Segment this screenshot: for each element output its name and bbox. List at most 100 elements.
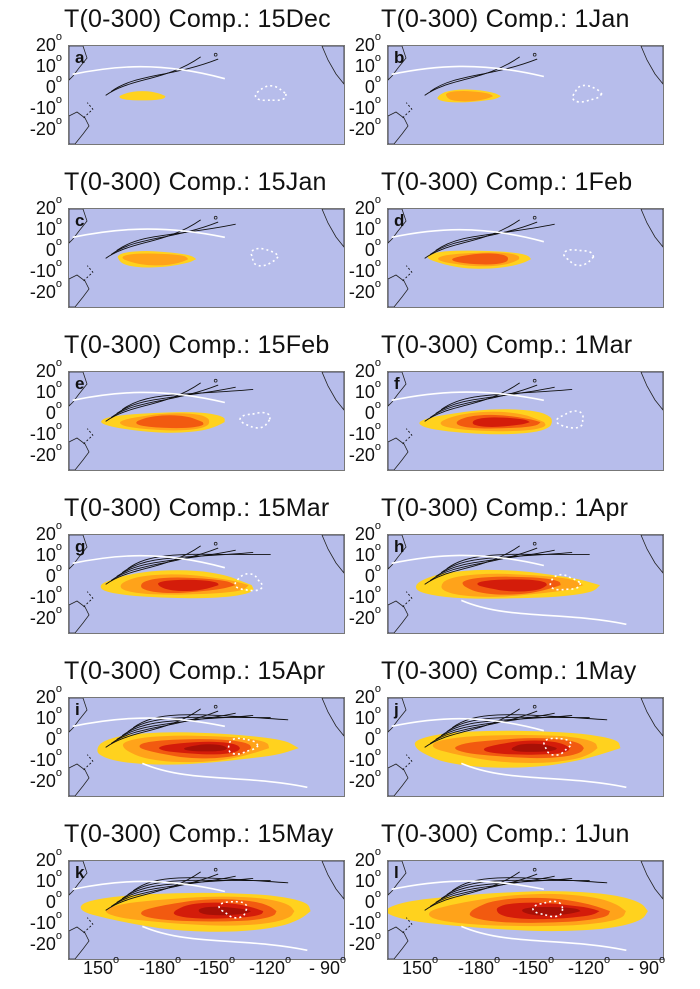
- degree-symbol: o: [229, 954, 236, 966]
- panel-letter: c: [75, 211, 85, 230]
- y-tick-label: -20o: [348, 278, 381, 302]
- degree-symbol: o: [55, 909, 62, 921]
- white-contours: [391, 391, 584, 429]
- x-tick-label: 150o: [402, 954, 439, 978]
- y-tick-label: 0o: [45, 562, 62, 586]
- degree-symbol: o: [55, 94, 62, 106]
- y-tick-label: -10o: [29, 420, 62, 444]
- panel-title: T(0-300) Comp.: 15Apr: [64, 657, 326, 685]
- black-contours: [402, 708, 608, 771]
- y-tick-label: -10o: [29, 94, 62, 118]
- degree-symbol: o: [340, 954, 347, 966]
- map-plot: h: [387, 534, 664, 634]
- y-tick-label: -10o: [29, 583, 62, 607]
- land-outline: [388, 209, 663, 307]
- degree-symbol: o: [548, 954, 555, 966]
- panel-letter: j: [394, 700, 399, 719]
- anomaly-contour-fill: [445, 90, 493, 102]
- panel-letter: k: [75, 863, 85, 882]
- y-tick-label: -10o: [348, 583, 381, 607]
- degree-symbol: o: [55, 767, 62, 779]
- degree-symbol: o: [55, 725, 62, 737]
- y-tick-label: -20o: [29, 278, 62, 302]
- degree-symbol: o: [432, 954, 439, 966]
- degree-symbol: o: [55, 73, 62, 85]
- white-contours: [391, 228, 595, 267]
- y-tick-label: -10o: [29, 909, 62, 933]
- degree-symbol: o: [55, 52, 62, 64]
- degree-symbol: o: [374, 683, 381, 695]
- y-tick-label: -10o: [29, 257, 62, 281]
- degree-symbol: o: [55, 194, 62, 206]
- degree-symbol: o: [55, 746, 62, 758]
- temperature-anomaly-shading: [388, 891, 648, 932]
- degree-symbol: o: [374, 236, 381, 248]
- degree-symbol: o: [374, 746, 381, 758]
- degree-symbol: o: [285, 954, 292, 966]
- y-tick-label: 20o: [35, 683, 62, 707]
- anomaly-contour-fill: [136, 415, 204, 429]
- degree-symbol: o: [374, 115, 381, 127]
- panel-title: T(0-300) Comp.: 15Mar: [64, 494, 330, 522]
- white-contours: [391, 554, 627, 626]
- degree-symbol: o: [55, 930, 62, 942]
- panel-title: T(0-300) Comp.: 15Dec: [64, 5, 331, 33]
- y-tick-label: 10o: [354, 867, 381, 891]
- anomaly-contour-fill: [184, 744, 228, 752]
- degree-symbol: o: [374, 562, 381, 574]
- x-tick-label: -120o: [568, 954, 611, 978]
- degree-symbol: o: [374, 704, 381, 716]
- degree-symbol: o: [374, 73, 381, 85]
- y-tick-label: -20o: [29, 767, 62, 791]
- y-tick-label: 10o: [35, 541, 62, 565]
- black-contours: [402, 545, 590, 608]
- y-tick-label: 0o: [45, 399, 62, 423]
- y-tick-label: -20o: [348, 930, 381, 954]
- degree-symbol: o: [55, 399, 62, 411]
- degree-symbol: o: [113, 954, 120, 966]
- panel-letter: b: [394, 48, 405, 67]
- white-contours: [391, 880, 627, 952]
- panel-letter: h: [394, 537, 405, 556]
- map-plot: k: [68, 860, 345, 960]
- land-outline: [69, 46, 344, 144]
- map-plot: i: [68, 697, 345, 797]
- degree-symbol: o: [374, 31, 381, 43]
- degree-symbol: o: [374, 52, 381, 64]
- map-plot: e: [68, 371, 345, 471]
- degree-symbol: o: [374, 725, 381, 737]
- y-tick-label: -20o: [348, 604, 381, 628]
- x-tick-label: -180o: [139, 954, 182, 978]
- y-tick-label: -10o: [348, 257, 381, 281]
- y-tick-label: 0o: [364, 562, 381, 586]
- panel-letter: d: [394, 211, 405, 230]
- y-tick-label: 0o: [364, 399, 381, 423]
- degree-symbol: o: [659, 954, 666, 966]
- y-tick-label: 0o: [364, 236, 381, 260]
- degree-symbol: o: [55, 562, 62, 574]
- panel-letter: g: [75, 537, 86, 556]
- panel-letter: f: [394, 374, 400, 393]
- temperature-anomaly-shading: [100, 570, 254, 599]
- degree-symbol: o: [374, 541, 381, 553]
- map-plot: l: [387, 860, 664, 960]
- x-tick-label: - 90o: [309, 954, 347, 978]
- x-tick-label: -150o: [512, 954, 555, 978]
- y-tick-label: -10o: [348, 909, 381, 933]
- temperature-anomaly-shading: [416, 569, 600, 599]
- y-tick-label: 0o: [45, 725, 62, 749]
- land-outline: [69, 209, 344, 307]
- degree-symbol: o: [374, 194, 381, 206]
- degree-symbol: o: [494, 954, 501, 966]
- x-tick-label: -150o: [193, 954, 236, 978]
- panel-title: T(0-300) Comp.: 1Jun: [381, 820, 630, 848]
- degree-symbol: o: [374, 867, 381, 879]
- anomaly-contour-fill: [198, 906, 251, 916]
- y-tick-label: -20o: [348, 115, 381, 139]
- degree-symbol: o: [55, 683, 62, 695]
- degree-symbol: o: [374, 257, 381, 269]
- degree-symbol: o: [374, 278, 381, 290]
- degree-symbol: o: [55, 257, 62, 269]
- y-tick-label: -20o: [348, 767, 381, 791]
- y-tick-label: -10o: [348, 746, 381, 770]
